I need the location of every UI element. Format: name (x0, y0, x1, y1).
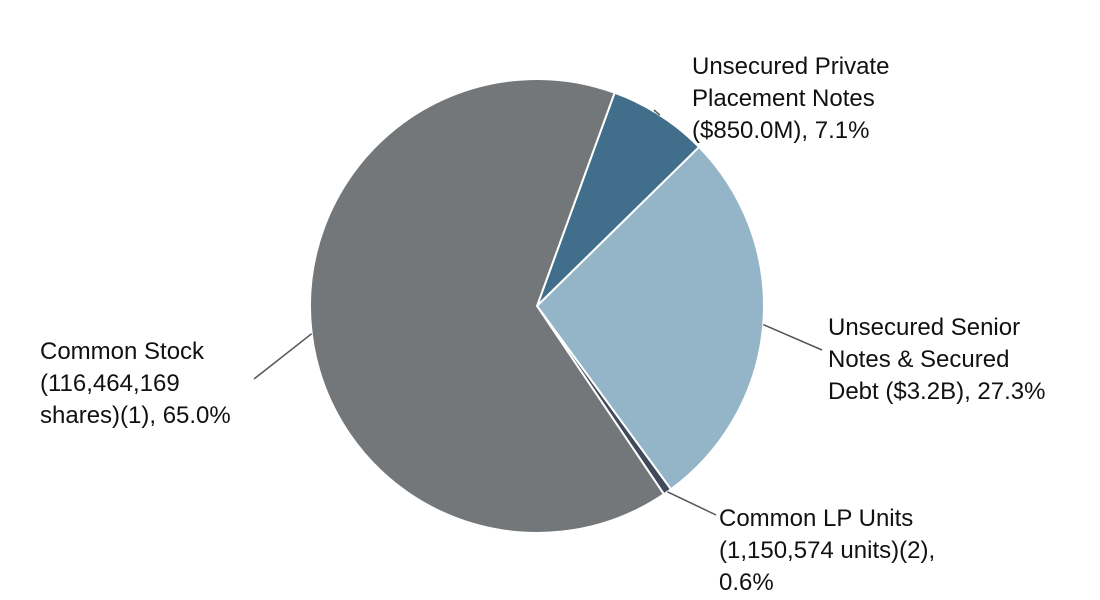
slice-label-unsecured-senior-notes: Unsecured Senior Notes & Secured Debt ($… (828, 314, 1045, 405)
pie-slice-unsecured-senior-notes (535, 145, 765, 491)
slice-label-common-stock: Common Stock (116,464,169 shares)(1), 65… (40, 338, 231, 429)
leader-line-unsecured-private-placement-notes (653, 109, 661, 116)
leader-lines (253, 109, 823, 516)
slice-label-unsecured-private-placement-notes: Unsecured Private Placement Notes ($850.… (692, 53, 896, 144)
leader-line-unsecured-senior-notes (762, 323, 823, 351)
leader-line-common-stock (253, 333, 313, 380)
slice-label-common-lp-units: Common LP Units (1,150,574 units)(2), 0.… (719, 505, 942, 596)
pie-slices (309, 78, 765, 534)
pie-slice-unsecured-private-placement-notes (536, 91, 701, 307)
leader-line-common-lp-units (667, 491, 717, 516)
